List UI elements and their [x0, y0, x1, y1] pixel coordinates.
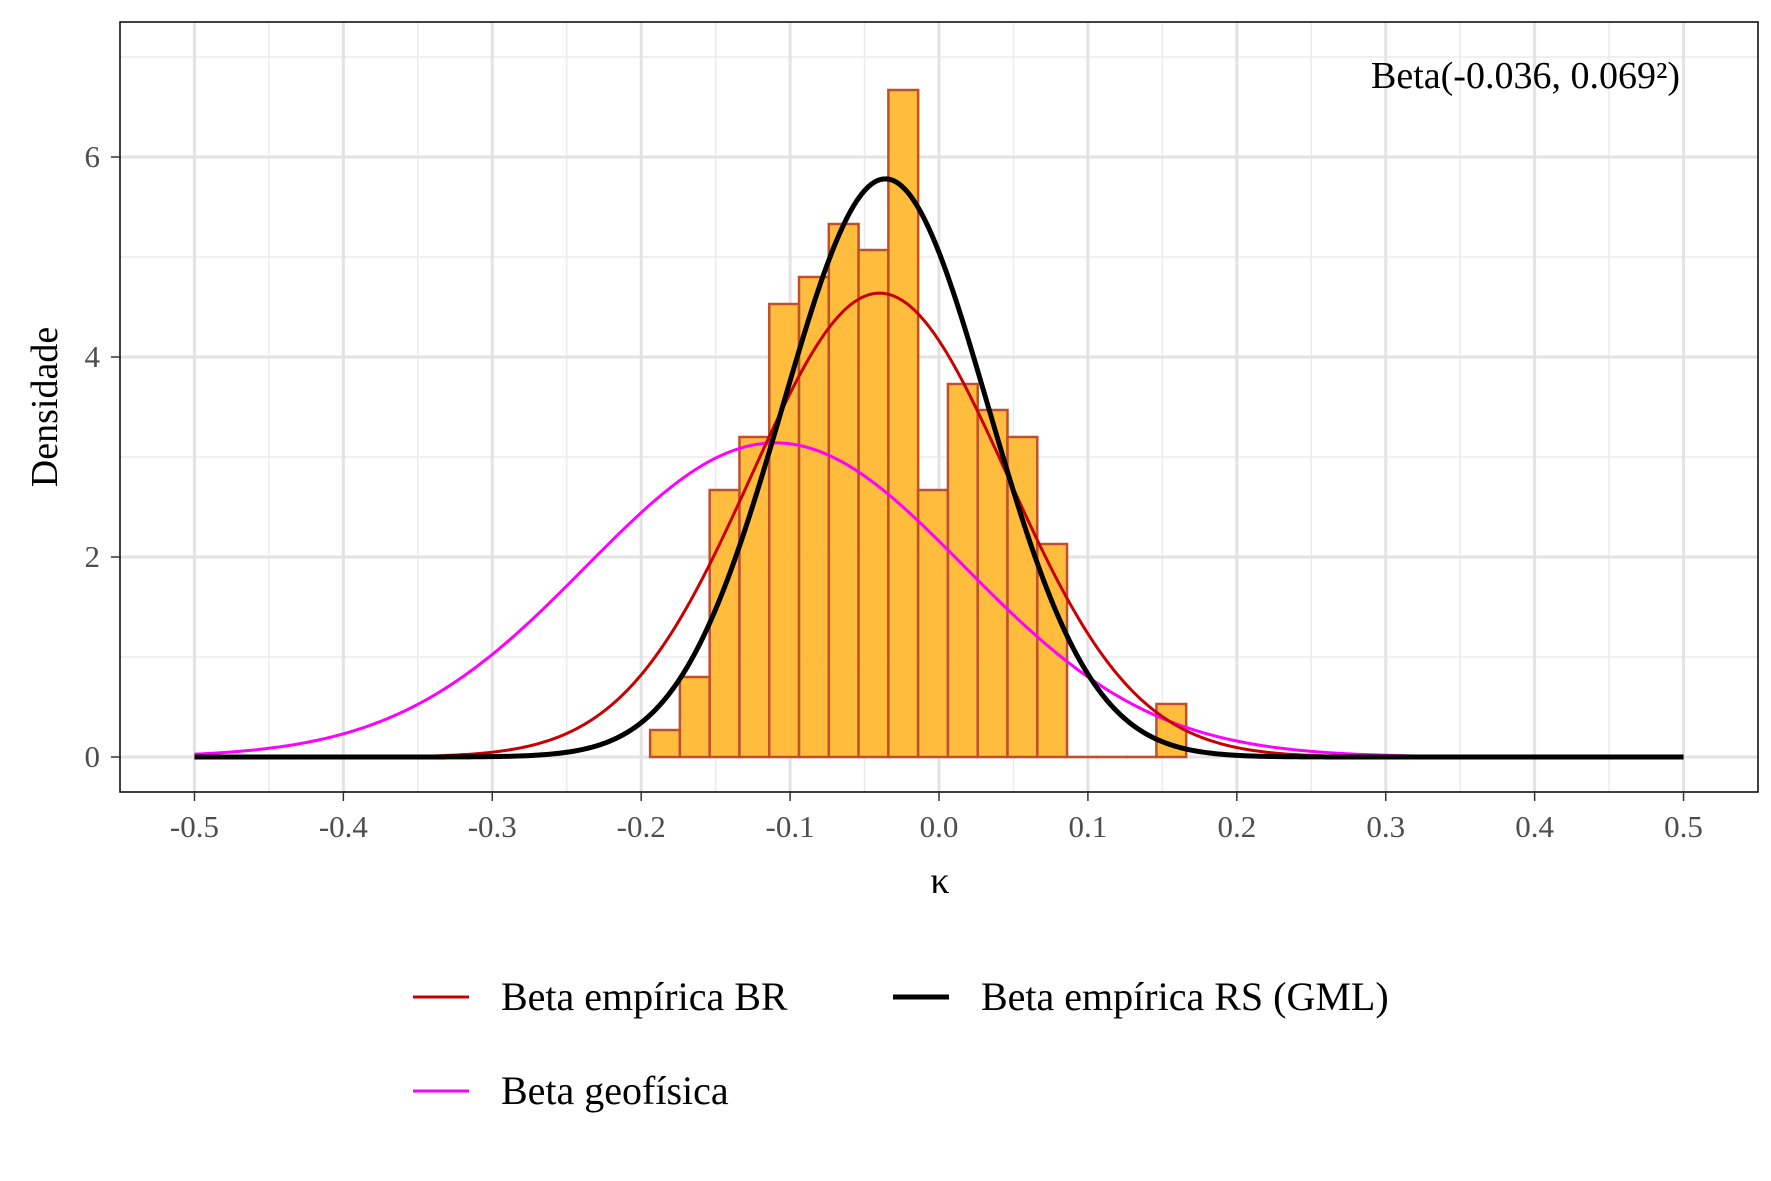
x-tick-label: -0.3 [468, 809, 517, 844]
legend-label: Beta empírica BR [501, 974, 788, 1019]
histogram-bar [916, 488, 950, 759]
y-tick-label: 6 [85, 139, 101, 174]
y-axis-title: Densidade [24, 327, 66, 487]
x-tick-label: 0.1 [1069, 809, 1108, 844]
x-tick-label: -0.2 [617, 809, 666, 844]
x-tick-label: 0.5 [1664, 809, 1703, 844]
histogram-bar [797, 275, 831, 759]
axis-ticks: -0.5 -0.4 -0.3 -0.2 -0.1 0.0 0.1 0.2 0.3 0.4 0.5 0 2… [85, 139, 1703, 844]
x-tick-label: 0.3 [1366, 809, 1405, 844]
legend-item: Beta geofísica [413, 1068, 729, 1113]
histogram-bar [827, 222, 860, 759]
histogram-bar [738, 435, 771, 759]
histogram-bar [857, 248, 890, 759]
histogram-bar [678, 675, 711, 759]
x-tick-label: -0.1 [766, 809, 815, 844]
x-axis-title: κ [930, 860, 949, 902]
histogram-bar [946, 382, 979, 759]
x-tick-label: -0.4 [319, 809, 369, 844]
legend-item: Beta empírica BR [413, 974, 788, 1019]
x-tick-label: 0.4 [1515, 809, 1554, 844]
y-tick-label: 0 [85, 739, 101, 774]
histogram-bar [648, 728, 682, 759]
legend-item: Beta empírica RS (GML) [893, 974, 1389, 1019]
x-tick-label: 0.0 [920, 809, 959, 844]
x-tick-label: 0.2 [1217, 809, 1256, 844]
legend-label: Beta empírica RS (GML) [981, 974, 1389, 1019]
legend: Beta empírica BR Beta empírica RS (GML) Be… [413, 974, 1389, 1113]
density-curves [194, 176, 1684, 760]
distribution-annotation: Beta(-0.036, 0.069²) [1371, 55, 1680, 97]
density-curve [194, 176, 1684, 760]
legend-label: Beta geofísica [501, 1068, 729, 1113]
x-tick-label: -0.5 [170, 809, 219, 844]
y-tick-label: 2 [85, 539, 101, 574]
y-tick-label: 4 [85, 339, 101, 374]
histogram-bar [767, 302, 801, 759]
histogram-bar [708, 488, 741, 759]
